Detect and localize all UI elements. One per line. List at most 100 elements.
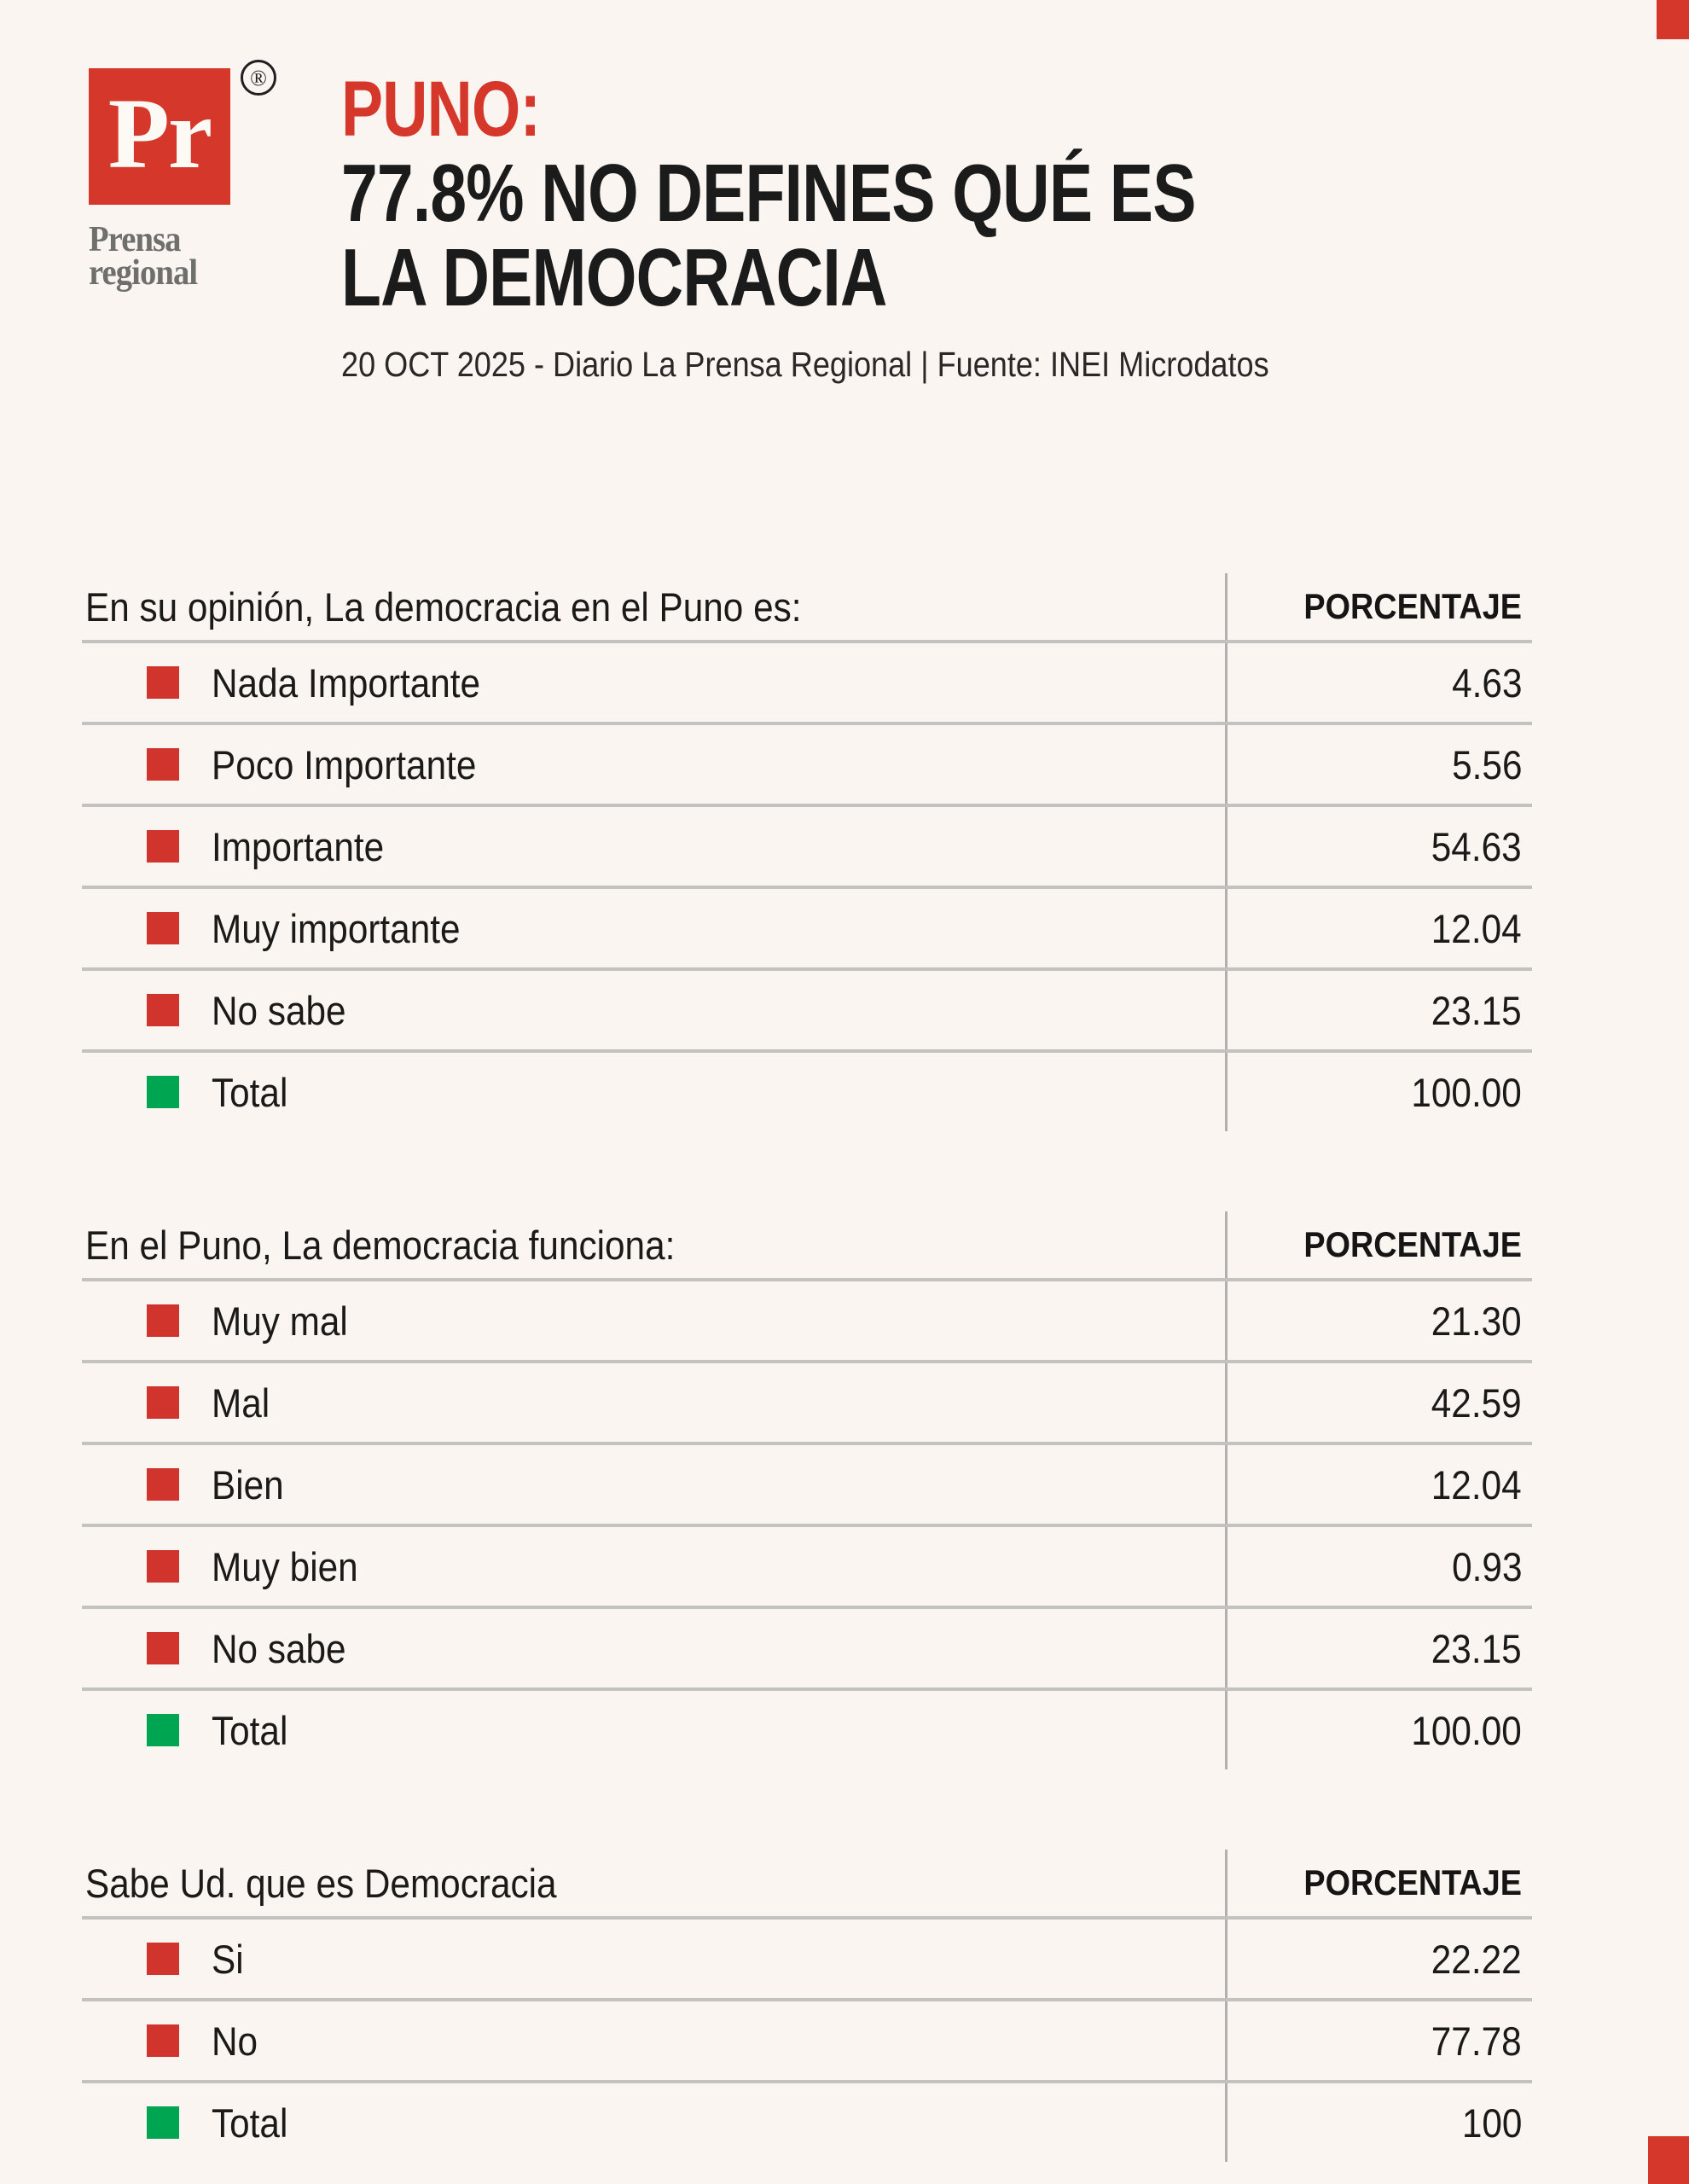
table-row-value: 42.59	[1431, 1380, 1522, 1426]
brand-name: Prensa regional	[89, 222, 270, 290]
corner-accent-top-right	[1657, 0, 1689, 39]
table-cell-label: Poco Importante	[82, 725, 1225, 804]
table-row: Muy mal 21.30	[82, 1278, 1532, 1360]
table-row-label: Total	[212, 2100, 288, 2146]
table-cell-label: Muy importante	[82, 889, 1225, 967]
red-square-icon	[147, 1550, 179, 1583]
table-row: Muy bien 0.93	[82, 1524, 1532, 1606]
brand-block: Pr ® Prensa regional	[89, 60, 285, 290]
table-cell-value: 22.22	[1225, 1920, 1532, 1998]
table-header-percent: PORCENTAJE	[1225, 1211, 1532, 1278]
corner-accent-bottom-right	[1648, 2136, 1689, 2184]
table-row: Total 100	[82, 2080, 1532, 2162]
table-header-question: En el Puno, La democracia funciona:	[82, 1211, 1225, 1278]
brand-name-line1: Prensa	[89, 220, 181, 259]
table-row: Mal 42.59	[82, 1360, 1532, 1442]
table-cell-label: Muy bien	[82, 1527, 1225, 1606]
table-cell-label: Total	[82, 1691, 1225, 1769]
red-square-icon	[147, 748, 179, 781]
table-cell-value: 23.15	[1225, 971, 1532, 1049]
table-cell-value: 23.15	[1225, 1609, 1532, 1687]
headline-line-1: 77.8% NO DEFINES QUÉ ES	[341, 147, 1196, 239]
table-row-value: 77.78	[1431, 2018, 1522, 2064]
logo-mark: Pr	[89, 68, 230, 205]
table-cell-label: Nada Importante	[82, 643, 1225, 722]
table-row-label: Mal	[212, 1380, 270, 1426]
table-cell-label: No	[82, 2001, 1225, 2080]
table-header-question-label: En su opinión, La democracia en el Puno …	[85, 584, 802, 630]
table-row-label: Importante	[212, 823, 385, 869]
table-header-question: Sabe Ud. que es Democracia	[82, 1850, 1225, 1916]
table-cell-value: 21.30	[1225, 1281, 1532, 1360]
table-cell-label: Muy mal	[82, 1281, 1225, 1360]
red-square-icon	[147, 1632, 179, 1664]
table-row: Muy importante 12.04	[82, 886, 1532, 967]
table-row: Total 100.00	[82, 1687, 1532, 1769]
green-square-icon	[147, 2106, 179, 2139]
table-cell-value: 100.00	[1225, 1053, 1532, 1131]
table-row-value: 100.00	[1411, 1069, 1522, 1115]
table-row-value: 4.63	[1451, 659, 1522, 706]
red-square-icon	[147, 994, 179, 1026]
table-row-label: No sabe	[212, 1625, 346, 1671]
table-row-label: Muy importante	[212, 905, 461, 951]
table-row: No 77.78	[82, 1998, 1532, 2080]
table-row: Bien 12.04	[82, 1442, 1532, 1524]
red-square-icon	[147, 1304, 179, 1337]
tables-container: En su opinión, La democracia en el Puno …	[82, 573, 1532, 2162]
table-cell-value: 100.00	[1225, 1691, 1532, 1769]
table-cell-value: 77.78	[1225, 2001, 1532, 2080]
table-row-value: 100	[1461, 2100, 1522, 2146]
table-row: Total 100.00	[82, 1049, 1532, 1131]
red-square-icon	[147, 1386, 179, 1419]
table-row-value: 0.93	[1451, 1543, 1522, 1589]
table-header-row: Sabe Ud. que es Democracia PORCENTAJE	[82, 1850, 1532, 1916]
table-header-percent-label: PORCENTAJE	[1303, 1224, 1522, 1264]
table-cell-value: 5.56	[1225, 725, 1532, 804]
table-row-label: Muy mal	[212, 1298, 348, 1344]
red-square-icon	[147, 666, 179, 699]
data-table: Sabe Ud. que es Democracia PORCENTAJE Si 22…	[82, 1850, 1532, 2162]
table-cell-value: 42.59	[1225, 1363, 1532, 1442]
header: Pr ® Prensa regional PUNO: 77.8% NO DEFI…	[0, 0, 1535, 384]
table-header-percent-label: PORCENTAJE	[1303, 1862, 1522, 1902]
table-row-label: Nada Importante	[212, 659, 481, 706]
registered-trademark-icon: ®	[241, 60, 276, 96]
table-cell-value: 4.63	[1225, 643, 1532, 722]
table-cell-value: 54.63	[1225, 807, 1532, 886]
table-cell-value: 0.93	[1225, 1527, 1532, 1606]
green-square-icon	[147, 1714, 179, 1746]
table-row: Nada Importante 4.63	[82, 640, 1532, 722]
table-row: Importante 54.63	[82, 804, 1532, 886]
table-row-value: 54.63	[1431, 823, 1522, 869]
table-row-value: 22.22	[1431, 1936, 1522, 1982]
table-row-value: 21.30	[1431, 1298, 1522, 1344]
table-header-row: En el Puno, La democracia funciona: PORCE…	[82, 1211, 1532, 1278]
table-row-value: 12.04	[1431, 905, 1522, 951]
headline-line-2: LA DEMOCRACIA	[341, 232, 887, 324]
table-header-question-label: En el Puno, La democracia funciona:	[85, 1222, 676, 1268]
red-square-icon	[147, 1468, 179, 1501]
table-header-percent-label: PORCENTAJE	[1303, 586, 1522, 626]
table-row-value: 23.15	[1431, 1625, 1522, 1671]
table-header-percent: PORCENTAJE	[1225, 1850, 1532, 1916]
table-header-percent: PORCENTAJE	[1225, 573, 1532, 640]
table-row-label: Si	[212, 1936, 244, 1982]
table-row-label: Bien	[212, 1461, 284, 1507]
red-square-icon	[147, 1943, 179, 1975]
table-row-value: 5.56	[1451, 741, 1522, 787]
table-row: No sabe 23.15	[82, 967, 1532, 1049]
table-row-label: No sabe	[212, 987, 346, 1033]
table-cell-label: Mal	[82, 1363, 1225, 1442]
red-square-icon	[147, 2024, 179, 2057]
table-cell-value: 12.04	[1225, 1445, 1532, 1524]
table-row: Poco Importante 5.56	[82, 722, 1532, 804]
table-cell-label: Bien	[82, 1445, 1225, 1524]
table-cell-label: Si	[82, 1920, 1225, 1998]
headline-block: PUNO: 77.8% NO DEFINES QUÉ ES LA DEMOCRA…	[341, 70, 1467, 384]
table-header-row: En su opinión, La democracia en el Puno …	[82, 573, 1532, 640]
table-cell-label: Importante	[82, 807, 1225, 886]
table-row-value: 12.04	[1431, 1461, 1522, 1507]
page-title: 77.8% NO DEFINES QUÉ ES LA DEMOCRACIA	[341, 147, 1242, 324]
table-row: No sabe 23.15	[82, 1606, 1532, 1687]
